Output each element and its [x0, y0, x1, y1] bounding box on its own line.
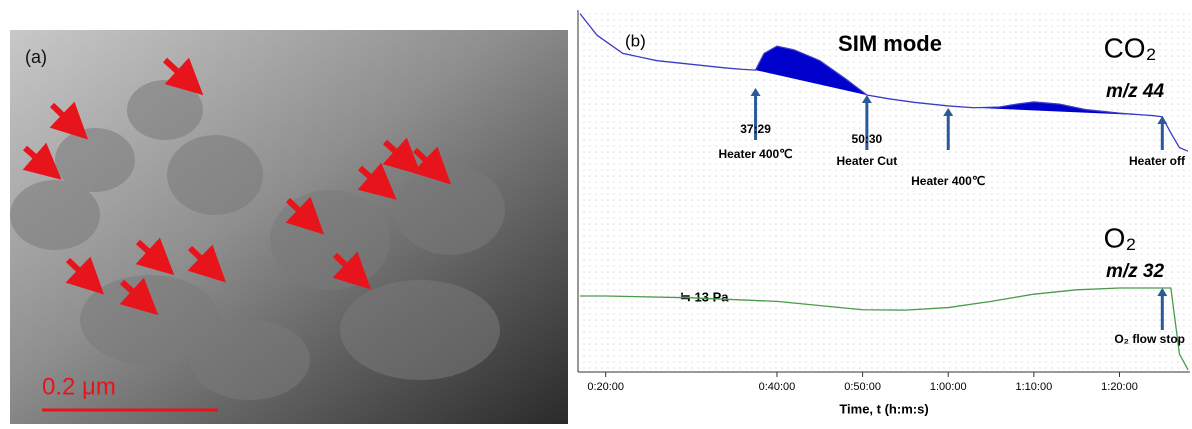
x-tick-label: 1:00:00: [930, 381, 967, 393]
chart-title: SIM mode: [838, 31, 942, 56]
x-tick-label: 0:40:00: [759, 381, 796, 393]
x-axis-label: Time, t (h:m:s): [839, 401, 928, 416]
annotation-label: Heater 400℃: [911, 174, 985, 188]
x-tick-label: 0:20:00: [587, 381, 624, 393]
annotation-label: 50:30: [852, 132, 883, 146]
series-label: CO₂: [1104, 32, 1157, 63]
pressure-note: ≒ 13 Pa: [680, 289, 729, 304]
annotation-label: Heater off: [1129, 154, 1186, 168]
plot-area: [578, 10, 1190, 372]
page: (a) 0.2 μm (b) SIM mode Time, t (h:m:s) …: [0, 0, 1192, 424]
x-tick-label: 0:50:00: [844, 381, 881, 393]
series-subtitle: m/z 44: [1106, 81, 1165, 102]
annotation-label: Heater Cut: [837, 154, 898, 168]
scale-bar-label: 0.2 μm: [42, 373, 116, 400]
panel-label: (a): [25, 47, 47, 67]
x-tick-label: 1:10:00: [1016, 381, 1053, 393]
annotation-label: Heater 400℃: [718, 147, 792, 161]
annotation-label: O₂ flow stop: [1114, 332, 1185, 346]
annotation-label: 37:29: [740, 122, 771, 136]
x-tick-label: 1:20:00: [1101, 381, 1138, 393]
chart-panel: (b) SIM mode Time, t (h:m:s) ≒ 13 Pa CO₂…: [578, 10, 1190, 416]
series-label: O₂: [1104, 222, 1137, 253]
tem-panel: (a) 0.2 μm: [10, 30, 568, 424]
figure: (a) 0.2 μm (b) SIM mode Time, t (h:m:s) …: [0, 0, 1192, 424]
series-subtitle: m/z 32: [1106, 261, 1165, 282]
panel-label: (b): [625, 31, 646, 50]
